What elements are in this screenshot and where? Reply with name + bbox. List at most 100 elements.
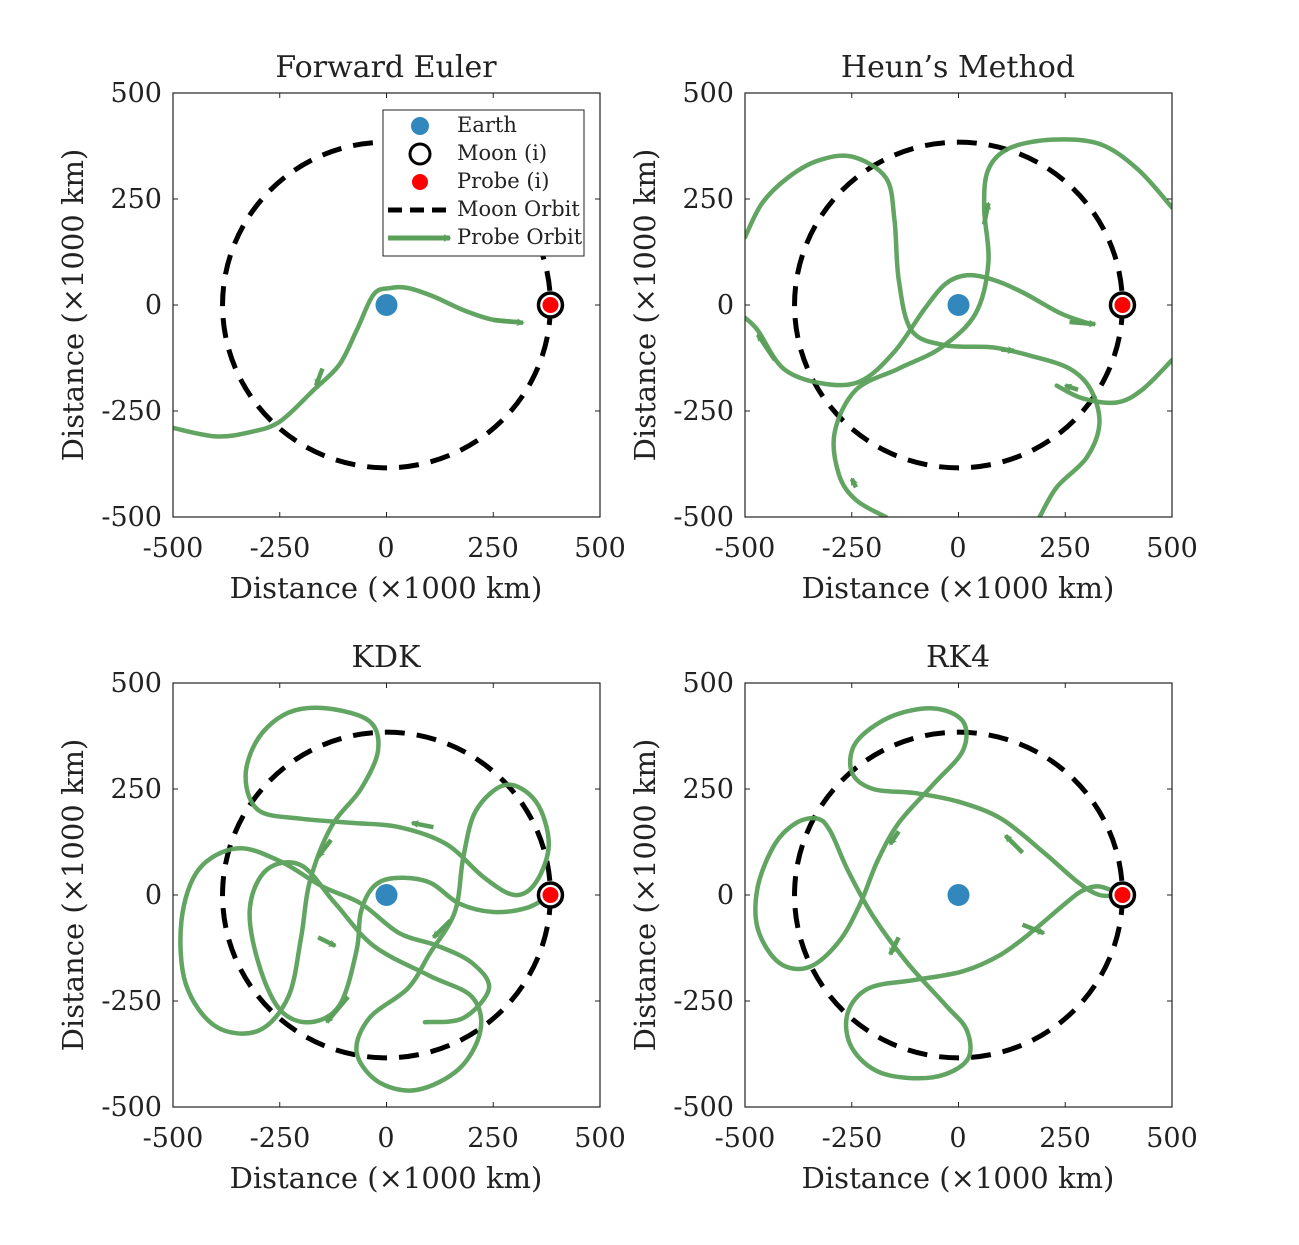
y-tick-label: 250 — [110, 184, 162, 215]
probe-direction-arrow — [888, 830, 901, 846]
x-tick-labels: -500 -250 0 250 500 — [143, 1123, 626, 1154]
x-tick-labels: -500 -250 0 250 500 — [143, 533, 626, 564]
chart-title: Heun’s Method — [841, 50, 1075, 85]
y-tick-labels: 500 250 0 -250 -500 — [101, 668, 162, 1123]
legend-moon-marker — [408, 142, 432, 166]
y-tick-label: 250 — [682, 184, 734, 215]
y-tick-label: -500 — [673, 1092, 734, 1123]
y-tick-label: 250 — [110, 774, 162, 805]
x-tick-label: 500 — [1146, 1123, 1198, 1154]
x-tick-label: -250 — [250, 1123, 311, 1154]
probe-orbit-line — [753, 706, 1125, 1081]
chart-title: KDK — [352, 640, 421, 675]
y-tick-label: -250 — [673, 986, 734, 1017]
y-tick-label: 500 — [110, 78, 162, 109]
probe-direction-arrow — [1069, 319, 1097, 328]
legend-entry: Probe Orbit — [457, 225, 583, 249]
tick-marks — [172, 682, 601, 1108]
chart-title: Forward Euler — [275, 50, 497, 85]
probe-direction-arrow — [317, 935, 337, 948]
probe-direction-arrow — [1000, 346, 1016, 355]
panel-heuns-method: Heun’s Method 500 250 0 -250 -500 -500 -… — [628, 50, 1198, 605]
chart-title: RK4 — [926, 640, 990, 675]
probe-direction-arrow — [981, 201, 992, 225]
legend-entry: Moon (i) — [457, 141, 547, 165]
earth-marker — [947, 884, 970, 906]
y-tick-label: -250 — [101, 396, 162, 427]
plot-area — [753, 706, 1137, 1081]
x-tick-label: 250 — [1039, 533, 1091, 564]
probe-direction-arrow — [1063, 383, 1079, 392]
y-axis-label: Distance (×1000 km) — [56, 739, 90, 1052]
x-tick-label: 250 — [1039, 1123, 1091, 1154]
y-tick-label: 250 — [682, 774, 734, 805]
x-tick-label: 250 — [467, 533, 519, 564]
x-tick-label: 0 — [377, 533, 394, 564]
probe-initial-marker — [542, 297, 559, 313]
y-tick-labels: 500 250 0 -250 -500 — [101, 78, 162, 533]
x-tick-label: -500 — [715, 1123, 776, 1154]
x-tick-label: 0 — [377, 1123, 394, 1154]
probe-orbit-line — [178, 705, 553, 1093]
probe-initial-marker — [1114, 297, 1131, 313]
y-axis-label: Distance (×1000 km) — [628, 739, 662, 1052]
x-tick-label: -500 — [143, 533, 204, 564]
x-tick-label: -500 — [715, 533, 776, 564]
legend-earth-marker — [411, 117, 429, 135]
plot-area — [178, 705, 565, 1093]
y-tick-label: 0 — [717, 290, 734, 321]
probe-direction-arrow — [313, 367, 325, 388]
probe-direction-arrow — [493, 317, 525, 327]
legend-entry: Moon Orbit — [457, 197, 580, 221]
probe-direction-arrow — [316, 838, 333, 859]
x-tick-label: -250 — [822, 1123, 883, 1154]
x-tick-label: -250 — [250, 533, 311, 564]
x-axis-label: Distance (×1000 km) — [230, 1161, 543, 1195]
y-tick-label: 0 — [145, 880, 162, 911]
y-tick-label: -500 — [673, 502, 734, 533]
probe-direction-arrow — [410, 820, 434, 830]
x-tick-labels: -500 -250 0 250 500 — [715, 1123, 1198, 1154]
probe-direction-arrow — [431, 918, 453, 939]
x-tick-label: 0 — [949, 1123, 966, 1154]
panel-rk4: RK4 500 250 0 -250 -500 -500 -250 0 250 … — [628, 640, 1198, 1195]
earth-marker — [947, 294, 970, 316]
y-tick-label: -250 — [101, 986, 162, 1017]
tick-marks — [172, 92, 601, 518]
y-tick-labels: 500 250 0 -250 -500 — [673, 78, 734, 533]
y-tick-label: -250 — [673, 396, 734, 427]
probe-direction-arrow — [1003, 834, 1025, 855]
x-axis-label: Distance (×1000 km) — [802, 1161, 1115, 1195]
y-tick-label: -500 — [101, 502, 162, 533]
y-tick-label: 500 — [682, 668, 734, 699]
y-tick-label: 500 — [110, 668, 162, 699]
x-tick-label: -250 — [822, 533, 883, 564]
probe-orbit-line — [1054, 357, 1172, 406]
x-tick-label: -500 — [143, 1123, 204, 1154]
probe-direction-arrow — [755, 333, 777, 362]
probe-orbit-line — [745, 153, 1102, 517]
x-tick-label: 250 — [467, 1123, 519, 1154]
earth-marker — [375, 294, 398, 316]
y-tick-label: 0 — [145, 290, 162, 321]
probe-direction-arrow — [888, 936, 901, 956]
x-tick-label: 0 — [949, 533, 966, 564]
probe-direction-arrow — [849, 477, 859, 489]
legend-probe-marker — [412, 174, 428, 190]
y-axis-label: Distance (×1000 km) — [56, 149, 90, 462]
tick-marks — [744, 682, 1173, 1108]
y-axis-label: Distance (×1000 km) — [628, 149, 662, 462]
y-tick-label: 500 — [682, 78, 734, 109]
legend: Earth Moon (i) Probe (i) Moon Orbit Prob… — [382, 109, 585, 257]
legend-entry: Earth — [457, 113, 517, 137]
probe-direction-arrow — [324, 995, 350, 1024]
x-tick-label: 500 — [574, 533, 626, 564]
y-tick-label: 0 — [717, 880, 734, 911]
probe-direction-arrow — [1021, 922, 1046, 936]
x-tick-labels: -500 -250 0 250 500 — [715, 533, 1198, 564]
panel-kdk: KDK 500 250 0 -250 -500 -500 -250 0 250 … — [56, 640, 626, 1195]
x-axis-label: Distance (×1000 km) — [230, 571, 543, 605]
panel-forward-euler: Forward Euler 500 250 0 -250 -500 -500 -… — [56, 50, 626, 605]
probe-initial-marker — [542, 887, 559, 903]
